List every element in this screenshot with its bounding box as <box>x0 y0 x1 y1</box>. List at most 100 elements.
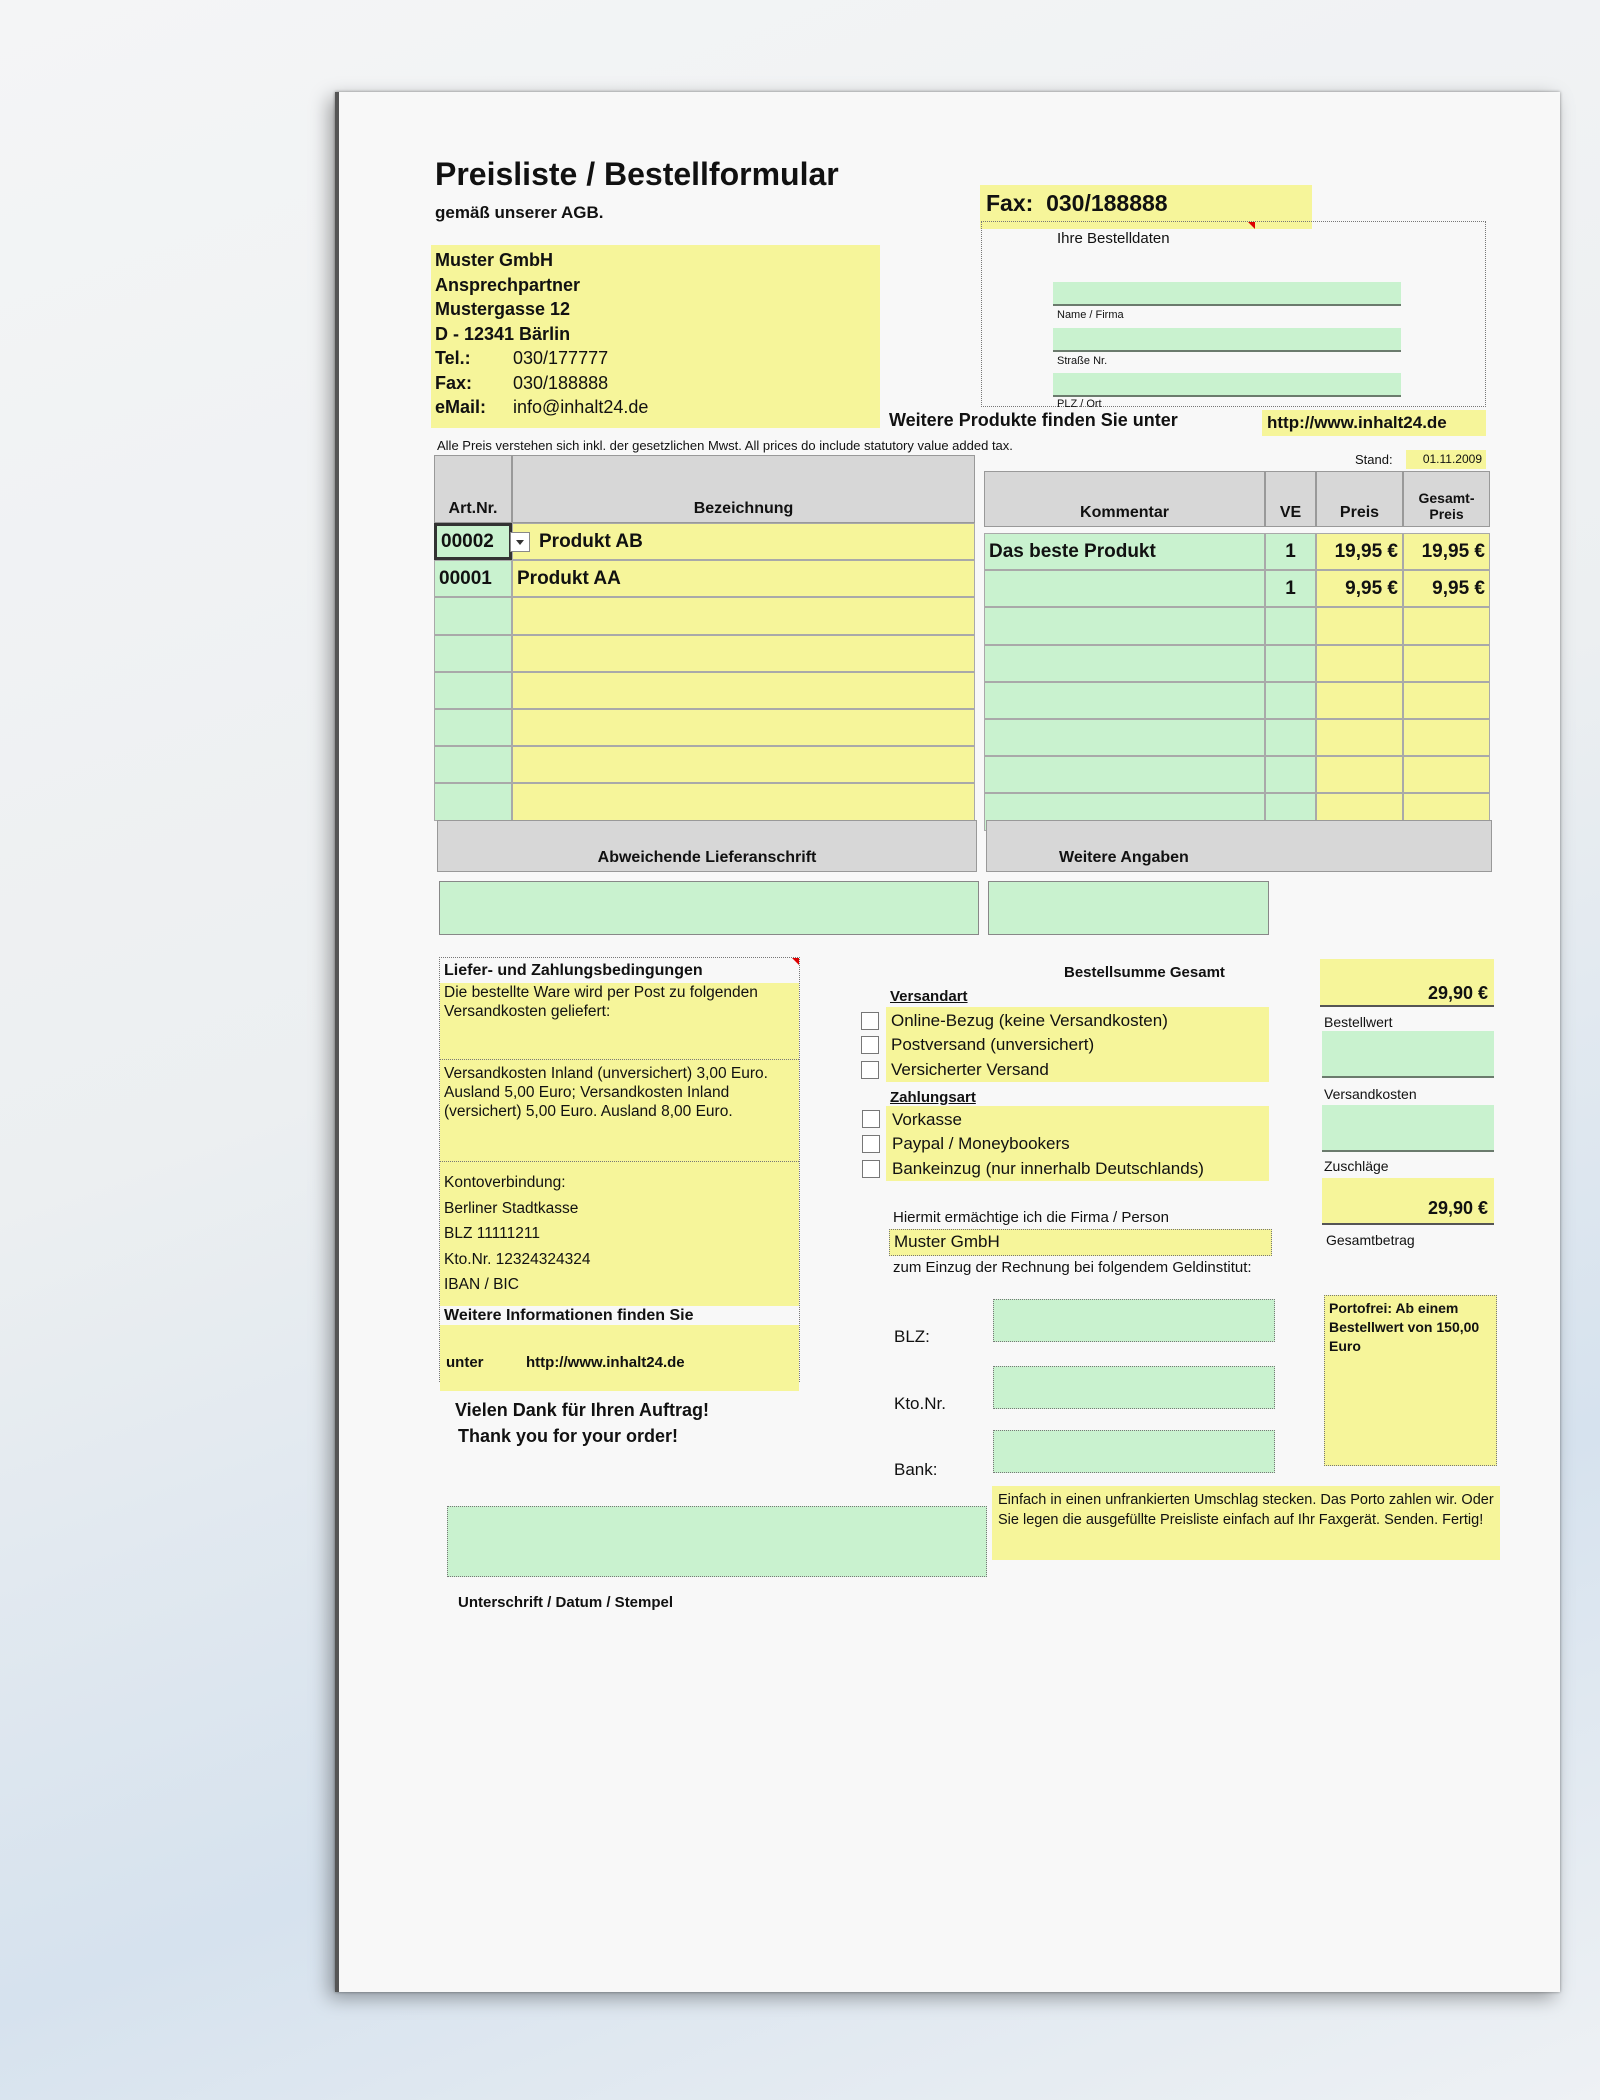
cell-kom[interactable] <box>984 756 1265 794</box>
cell-bez[interactable] <box>512 709 975 747</box>
fax-value: 030/188888 <box>513 372 609 393</box>
cell-kom[interactable] <box>984 570 1265 608</box>
company-block: Muster GmbH Ansprechpartner Mustergasse … <box>431 245 880 428</box>
street-label: Straße Nr. <box>1057 355 1108 367</box>
header-ve: VE <box>1265 471 1316 527</box>
cell-art[interactable] <box>434 746 512 784</box>
cell-gesamt[interactable] <box>1403 607 1490 645</box>
blz-label: BLZ: <box>894 1327 930 1346</box>
cell-gesamt[interactable] <box>1403 719 1490 757</box>
gesamtbetrag-value: 29,90 € <box>1322 1178 1494 1225</box>
cell-ve[interactable] <box>1265 756 1316 794</box>
cell-ve[interactable]: 1 <box>1265 570 1316 608</box>
shipping-online-checkbox[interactable] <box>861 1012 879 1030</box>
signature-field[interactable] <box>447 1506 987 1577</box>
fax-header-number: 030/188888 <box>1046 190 1168 216</box>
cell-preis[interactable] <box>1316 681 1403 719</box>
payment-debit-label: Bankeinzug (nur innerhalb Deutschlands) <box>892 1159 1204 1178</box>
signature-label: Unterschrift / Datum / Stempel <box>458 1594 674 1611</box>
cell-preis[interactable] <box>1316 644 1403 682</box>
zip-city-label: PLZ / Ort <box>1057 398 1102 410</box>
terms-more-info: Weitere Informationen finden Sie <box>444 1306 694 1324</box>
cell-art[interactable] <box>434 634 512 672</box>
account-line: BLZ 11111211 <box>444 1225 540 1242</box>
more-info-field[interactable] <box>988 881 1269 935</box>
payment-paypal-label: Paypal / Moneybookers <box>892 1134 1070 1153</box>
cell-preis[interactable] <box>1316 607 1403 645</box>
cell-bez[interactable] <box>512 746 975 784</box>
header-preis: Preis <box>1316 471 1403 527</box>
cell-ve[interactable]: 1 <box>1265 533 1316 571</box>
cell-bez[interactable] <box>512 671 975 709</box>
account-info: Kontoverbindung: Berliner Stadtkasse BLZ… <box>440 1161 799 1306</box>
zip-city-field[interactable] <box>1053 373 1401 397</box>
cell-gesamt[interactable]: 9,95 € <box>1403 570 1490 608</box>
cell-bez[interactable]: Produkt AA <box>512 560 975 598</box>
alt-address-field[interactable] <box>439 881 979 935</box>
name-field[interactable] <box>1053 282 1401 306</box>
kto-field[interactable] <box>993 1366 1275 1409</box>
terms-box: Liefer- und Zahlungsbedingungen Die best… <box>439 957 800 1391</box>
street-field[interactable] <box>1053 328 1401 352</box>
shipping-post-label: Postversand (unversichert) <box>891 1035 1095 1054</box>
cell-gesamt[interactable] <box>1403 756 1490 794</box>
payment-vorkasse-label: Vorkasse <box>892 1110 962 1129</box>
shipping-title: Versandart <box>890 988 968 1005</box>
cell-art[interactable] <box>434 671 512 709</box>
shipping-options-bg <box>886 1007 1269 1082</box>
debit-company-field[interactable]: Muster GmbH <box>889 1229 1272 1256</box>
header-gesamt-preis: Gesamt-Preis <box>1403 471 1490 527</box>
cell-kom[interactable] <box>984 607 1265 645</box>
email-value: info@inhalt24.de <box>513 397 649 417</box>
cell-art[interactable] <box>434 783 512 821</box>
stand-label: Stand: <box>1355 452 1393 467</box>
cell-preis[interactable] <box>1316 719 1403 757</box>
versandkosten-field <box>1322 1105 1494 1152</box>
payment-paypal-checkbox[interactable] <box>862 1135 880 1153</box>
shipping-insured-checkbox[interactable] <box>861 1061 879 1079</box>
cell-ve[interactable] <box>1265 719 1316 757</box>
cell-preis[interactable]: 19,95 € <box>1316 533 1403 571</box>
payment-debit-checkbox[interactable] <box>862 1160 880 1178</box>
shipping-post-checkbox[interactable] <box>861 1036 879 1054</box>
cell-art[interactable]: 00002 <box>434 523 512 561</box>
shipping-insured-label: Versicherter Versand <box>891 1060 1049 1079</box>
cell-gesamt[interactable]: 19,95 € <box>1403 533 1490 571</box>
cell-art[interactable]: 00001 <box>434 560 512 598</box>
cell-bez[interactable] <box>512 597 975 635</box>
cell-ve[interactable] <box>1265 681 1316 719</box>
email-label: eMail: <box>435 397 487 417</box>
header-bezeichnung: Bezeichnung <box>512 455 975 523</box>
cell-kom[interactable]: Das beste Produkt <box>984 533 1265 571</box>
tel-label: Tel.: <box>435 348 471 368</box>
cell-art[interactable] <box>434 709 512 747</box>
cell-gesamt[interactable] <box>1403 681 1490 719</box>
terms-url-link[interactable]: http://www.inhalt24.de <box>526 1353 685 1371</box>
cell-ve[interactable] <box>1265 644 1316 682</box>
more-products-link[interactable]: http://www.inhalt24.de <box>1262 410 1486 436</box>
cell-gesamt[interactable] <box>1403 644 1490 682</box>
payment-title: Zahlungsart <box>890 1089 976 1106</box>
cell-ve[interactable] <box>1265 607 1316 645</box>
cell-preis[interactable] <box>1316 756 1403 794</box>
bank-field[interactable] <box>993 1430 1275 1473</box>
cell-art[interactable] <box>434 597 512 635</box>
cell-bez[interactable]: Produkt AB <box>512 523 975 561</box>
cell-kom[interactable] <box>984 719 1265 757</box>
cell-kom[interactable] <box>984 681 1265 719</box>
envelope-note: Einfach in einen unfrankierten Umschlag … <box>992 1486 1500 1560</box>
cell-kom[interactable] <box>984 644 1265 682</box>
order-sum-title: Bestellsumme Gesamt <box>1064 964 1225 981</box>
cell-preis[interactable]: 9,95 € <box>1316 570 1403 608</box>
account-line: IBAN / BIC <box>444 1276 519 1293</box>
cell-bez[interactable] <box>512 634 975 672</box>
payment-options-bg <box>886 1106 1269 1181</box>
name-label: Name / Firma <box>1057 309 1124 321</box>
terms-intro: Die bestellte Ware wird per Post zu folg… <box>440 983 799 1059</box>
cell-bez[interactable] <box>512 783 975 821</box>
fax-header-label: Fax: <box>986 190 1034 216</box>
blz-field[interactable] <box>993 1299 1275 1342</box>
payment-vorkasse-checkbox[interactable] <box>862 1110 880 1128</box>
dropdown-arrow-icon[interactable] <box>510 532 530 552</box>
versandkosten-label: Versandkosten <box>1324 1086 1417 1102</box>
